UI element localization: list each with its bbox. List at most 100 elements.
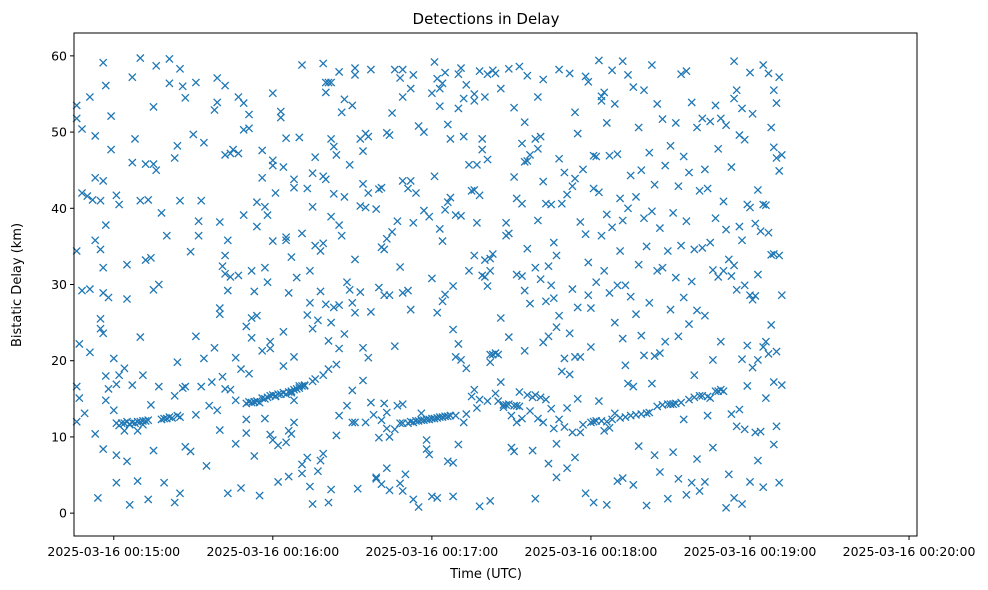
data-point [557,367,566,376]
data-point [324,498,333,507]
data-point [327,485,336,494]
data-point [332,431,341,440]
data-point [96,196,105,205]
data-point [486,254,495,263]
data-point [358,179,368,188]
data-point [496,84,505,93]
data-point [658,263,667,272]
data-point [523,244,532,253]
data-point [242,415,251,424]
data-point [753,456,762,465]
data-point [170,153,179,163]
data-point [385,131,394,140]
data-point [687,277,696,286]
data-point [730,493,739,502]
data-point [250,451,259,461]
data-point [690,393,699,402]
data-point [361,203,370,212]
data-point [77,124,87,134]
data-point [289,352,299,361]
data-point [634,442,643,451]
data-point [152,61,161,70]
data-point [520,286,529,295]
data-point [215,304,224,313]
data-point [128,158,137,167]
data-point [356,288,365,297]
data-point [274,390,283,399]
data-point [555,154,564,163]
data-point [584,258,593,267]
data-point [621,361,630,370]
data-point [319,239,328,248]
data-point [255,491,264,500]
data-point [324,336,333,345]
data-point [340,95,349,104]
data-point [552,251,561,260]
data-point [557,199,566,208]
data-point [772,99,781,108]
data-point [674,474,683,483]
data-point [356,201,365,211]
data-point [682,217,691,226]
data-point [722,503,731,512]
data-point [735,405,744,414]
data-point [358,376,368,385]
data-point [295,133,304,142]
data-point [374,433,383,442]
data-point [512,418,521,427]
data-point [722,225,731,234]
data-point [279,163,288,172]
data-point [761,394,770,403]
data-point [345,160,354,169]
data-point [443,457,452,466]
data-point [377,480,386,489]
data-point [117,419,126,428]
data-point [517,272,527,281]
data-point [692,454,702,464]
data-point [637,331,646,340]
data-point [358,343,368,352]
data-point [215,217,224,227]
data-point [396,73,405,83]
data-point [337,231,346,240]
data-point [570,453,580,462]
data-point [215,426,224,435]
data-point [210,105,219,115]
data-point [99,176,108,185]
data-point [605,151,614,160]
data-point [138,371,147,380]
data-point [584,77,593,86]
data-point [512,401,521,410]
data-point [289,385,299,394]
data-point [221,269,230,278]
data-point [247,398,256,407]
data-point [456,64,466,73]
data-point [769,86,778,95]
data-point [342,401,352,410]
data-point [533,144,542,153]
data-point [170,391,179,400]
data-point [321,88,330,97]
data-point [472,218,481,227]
data-point [165,79,174,88]
data-point [303,453,312,462]
data-point [414,502,423,512]
data-point [104,384,113,393]
data-point [639,351,649,360]
data-point [178,82,187,91]
data-point [327,212,336,221]
data-point [321,175,330,184]
data-point [449,281,458,291]
data-point [586,304,595,313]
data-point [284,472,293,481]
data-point [555,65,564,74]
data-point [136,333,145,342]
data-point [639,214,649,223]
data-point [740,425,749,434]
data-point [260,414,269,423]
data-point [332,150,341,159]
data-point [287,253,296,262]
data-point [282,134,291,143]
data-point [380,399,389,408]
data-point [687,478,696,487]
